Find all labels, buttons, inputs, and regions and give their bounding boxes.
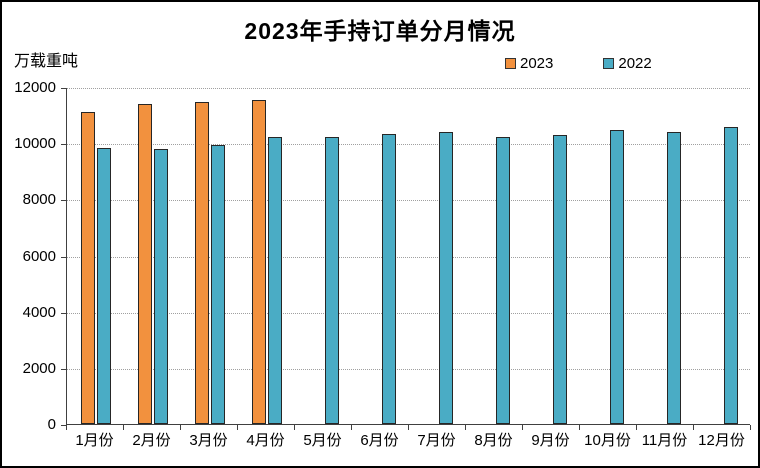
- gridline-8000: [67, 200, 750, 202]
- y-axis-tick-label-6000: 6000: [22, 247, 56, 265]
- x-axis-label-10月份: 10月份: [584, 432, 631, 449]
- y-axis-tick-mark: [61, 256, 66, 258]
- x-axis-label-3月份: 3月份: [189, 432, 228, 449]
- x-axis-label-4月份: 4月份: [246, 432, 285, 449]
- legend-swatch-2023-icon: [505, 58, 516, 69]
- y-axis-tick-label-4000: 4000: [22, 303, 56, 321]
- y-axis-tick-mark: [61, 88, 66, 89]
- y-axis-tick-label-12000: 12000: [14, 79, 56, 96]
- x-axis-tick-mark: [465, 425, 466, 430]
- bar-2022-12月份: [723, 127, 738, 424]
- bar-2023-3月份: [194, 101, 209, 424]
- bar-2022-4月份: [267, 136, 282, 424]
- gridline-10000: [67, 144, 750, 146]
- legend: 2023 2022: [505, 55, 652, 72]
- x-axis-tick-mark: [351, 425, 352, 430]
- x-axis-label-7月份: 7月份: [417, 432, 456, 449]
- bar-2022-8月份: [495, 136, 510, 424]
- x-axis-tick-mark: [123, 425, 124, 430]
- x-axis-label-2月份: 2月份: [132, 432, 171, 449]
- x-axis-tick-mark: [579, 425, 580, 430]
- y-axis-tick-mark: [61, 200, 66, 202]
- y-axis-tick-label-0: 0: [47, 416, 56, 433]
- y-axis-tick-mark: [61, 312, 66, 314]
- x-axis-label-5月份: 5月份: [303, 432, 342, 449]
- bar-2022-6月份: [381, 133, 396, 424]
- bar-2023-2月份: [137, 104, 152, 424]
- bar-2022-10月份: [609, 129, 624, 424]
- y-axis-tick-mark: [61, 368, 66, 370]
- y-axis-unit-label: 万载重吨: [14, 53, 79, 70]
- x-axis-label-11月份: 11月份: [641, 432, 688, 449]
- bar-2023-1月份: [80, 112, 95, 424]
- plot-area: [66, 88, 750, 425]
- bar-2022-5月份: [324, 137, 339, 424]
- x-axis-label-9月份: 9月份: [531, 432, 570, 449]
- y-axis-tick-label-8000: 8000: [22, 191, 56, 209]
- x-axis-label-8月份: 8月份: [474, 432, 513, 449]
- bar-2022-1月份: [96, 147, 111, 424]
- x-axis-tick-mark: [237, 425, 238, 430]
- x-axis-label-6月份: 6月份: [360, 432, 399, 449]
- legend-label-2023: 2023: [520, 55, 554, 72]
- bar-2023-4月份: [251, 100, 266, 424]
- gridline-2000: [67, 368, 750, 370]
- y-axis-tick-mark: [61, 144, 66, 146]
- legend-item-2023: 2023: [505, 55, 553, 72]
- bar-2022-7月份: [438, 132, 453, 424]
- x-axis-tick-mark: [522, 425, 523, 430]
- gridline-4000: [67, 312, 750, 314]
- x-axis-tick-mark: [636, 425, 637, 430]
- legend-label-2022: 2022: [618, 55, 652, 72]
- x-axis-tick-mark: [693, 425, 694, 430]
- x-axis-tick-mark: [750, 425, 751, 430]
- bar-2022-2月份: [153, 148, 168, 424]
- x-axis-tick-mark: [66, 425, 67, 430]
- y-axis-tick-mark: [61, 425, 66, 426]
- x-axis-label-1月份: 1月份: [75, 432, 114, 449]
- bar-2022-11月份: [666, 131, 681, 424]
- x-axis-tick-mark: [180, 425, 181, 430]
- bar-2022-3月份: [210, 145, 225, 424]
- x-axis-tick-mark: [408, 425, 409, 430]
- gridline-6000: [67, 256, 750, 258]
- chart-title: 2023年手持订单分月情况: [244, 18, 516, 44]
- y-axis-tick-label-2000: 2000: [22, 359, 56, 377]
- legend-item-2022: 2022: [603, 55, 652, 72]
- gridline-12000: [67, 88, 750, 89]
- legend-swatch-2022-icon: [603, 58, 615, 69]
- y-axis-tick-label-10000: 10000: [14, 135, 56, 153]
- x-axis-label-12月份: 12月份: [698, 432, 745, 449]
- x-axis-tick-mark: [294, 425, 295, 430]
- bar-2022-9月份: [552, 135, 567, 424]
